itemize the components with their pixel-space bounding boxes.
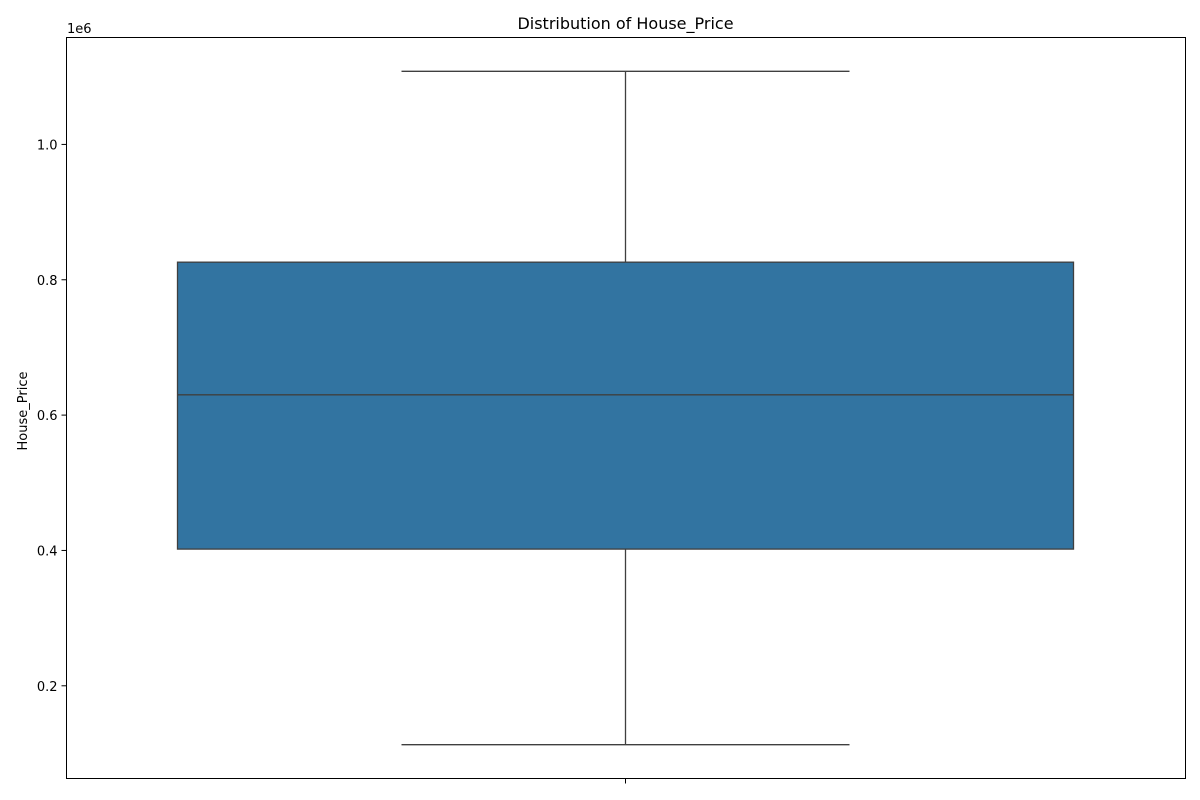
y-axis-offset-label: 1e6 [67,22,92,37]
y-tick-label: 1.0 [37,138,58,153]
y-tick-label: 0.2 [37,680,58,695]
y-tick-label: 0.6 [37,409,58,424]
y-axis-label: House_Price [16,372,31,451]
chart-title: Distribution of House_Price [517,14,733,34]
y-axis-ticks: 0.2 0.4 0.6 0.8 1.0 [37,138,67,695]
y-tick-label: 0.4 [37,544,58,559]
y-tick-label: 0.8 [37,274,58,289]
interquartile-box [176,261,1075,550]
box-plot [176,70,1075,746]
